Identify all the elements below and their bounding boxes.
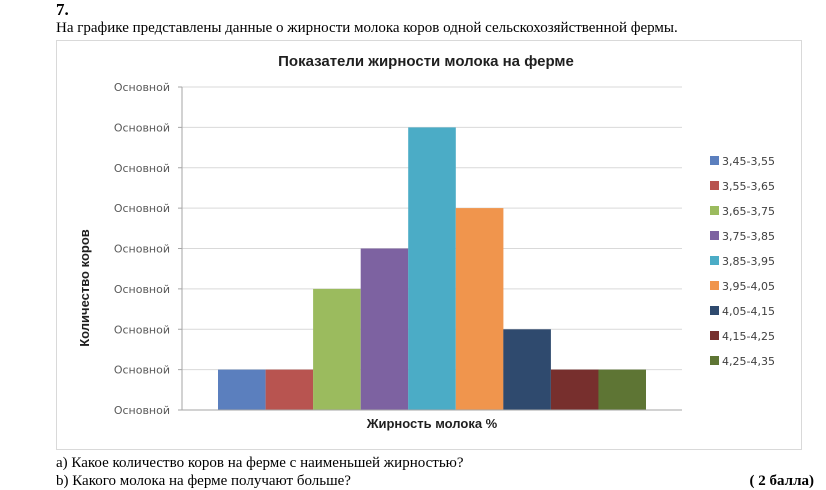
y-tick-label: Основной [114, 202, 170, 215]
bar [550, 369, 599, 410]
legend-label: 4,25-4,35 [722, 355, 775, 368]
y-tick-label: Основной [114, 81, 170, 94]
y-axis-title: Количество коров [77, 229, 92, 347]
legend-label: 3,45-3,55 [722, 155, 775, 168]
bar [313, 288, 361, 410]
legend-swatch [710, 356, 719, 365]
points-label: ( 2 балла) [749, 473, 814, 489]
x-axis-title: Жирность молока % [366, 416, 498, 431]
question-b: b) Какого молока на ферме получают больш… [56, 473, 351, 489]
legend: 3,45-3,55 3,55-3,65 3,65-3,75 3,75-3,85 3,85… [710, 155, 775, 368]
bar [598, 369, 646, 410]
legend-label: 3,95-4,05 [722, 280, 775, 293]
legend-swatch [710, 306, 719, 315]
legend-label: 4,05-4,15 [722, 305, 775, 318]
y-tick-label: Основной [114, 283, 170, 296]
bar [408, 127, 456, 411]
legend-swatch [710, 256, 719, 265]
legend-swatch [710, 206, 719, 215]
y-tick-label: Основной [114, 162, 170, 175]
legend-swatch [710, 281, 719, 290]
task-number: 7. [56, 0, 69, 19]
bar [455, 208, 504, 410]
legend-label: 3,65-3,75 [722, 205, 775, 218]
legend-swatch [710, 181, 719, 190]
y-tick-label: Основной [114, 121, 170, 134]
question-a: a) Какое количество коров на ферме с наи… [56, 455, 464, 471]
bar [265, 369, 314, 410]
chart-title: Показатели жирности молока на ферме [278, 53, 574, 70]
legend-swatch [710, 156, 719, 165]
legend-swatch [710, 331, 719, 340]
milk-fat-chart: Показатели жирности молока на ферме Осно… [77, 53, 775, 431]
legend-label: 3,75-3,85 [722, 230, 775, 243]
bar [503, 329, 551, 411]
y-tick-labels: Основной Основной Основной Основной Основной… [114, 81, 182, 417]
legend-label: 4,15-4,25 [722, 330, 775, 343]
y-tick-label: Основной [114, 364, 170, 377]
legend-label: 3,85-3,95 [722, 255, 775, 268]
task-intro: На графике представлены данные о жирност… [56, 20, 678, 36]
bars [218, 127, 646, 411]
y-tick-label: Основной [114, 323, 170, 336]
y-tick-label: Основной [114, 404, 170, 417]
bar [360, 248, 409, 410]
y-tick-label: Основной [114, 243, 170, 256]
bar [218, 369, 266, 410]
legend-label: 3,55-3,65 [722, 180, 775, 193]
legend-swatch [710, 231, 719, 240]
